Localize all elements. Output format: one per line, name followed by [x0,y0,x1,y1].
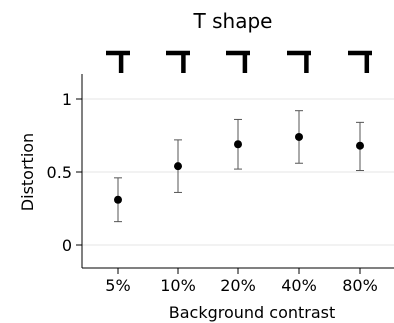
data-point [114,195,122,204]
axes [81,74,394,269]
x-tick-label: 40% [281,276,317,295]
gridlines [82,98,394,246]
x-tick-label: 5% [105,276,130,295]
y-axis-label: Distortion [18,133,37,211]
data-point [356,141,364,150]
x-tick-label: 10% [160,276,196,295]
x-tick-label: 20% [220,276,256,295]
y-tick-label: 0.5 [47,163,72,182]
t-shape-icon [348,50,372,73]
data-point [174,162,182,171]
y-tick-label: 0 [62,236,72,255]
x-axis-ticks: 5% 10% 20% 40% 80% [105,268,378,295]
chart-title: T shape [193,9,273,33]
error-bars [114,110,364,223]
t-shape-icon [287,50,311,73]
t-shape-icon [106,50,130,73]
x-tick-label: 80% [342,276,378,295]
data-point [295,132,303,141]
t-shape-icon [226,50,250,73]
y-axis-ticks: 00.51 [47,90,82,255]
data-point [234,140,242,149]
x-axis-label: Background contrast [169,303,336,322]
y-tick-label: 1 [62,90,72,109]
t-shape-icon [166,50,190,73]
data-points [114,132,364,204]
t-shape-icons [106,50,372,73]
